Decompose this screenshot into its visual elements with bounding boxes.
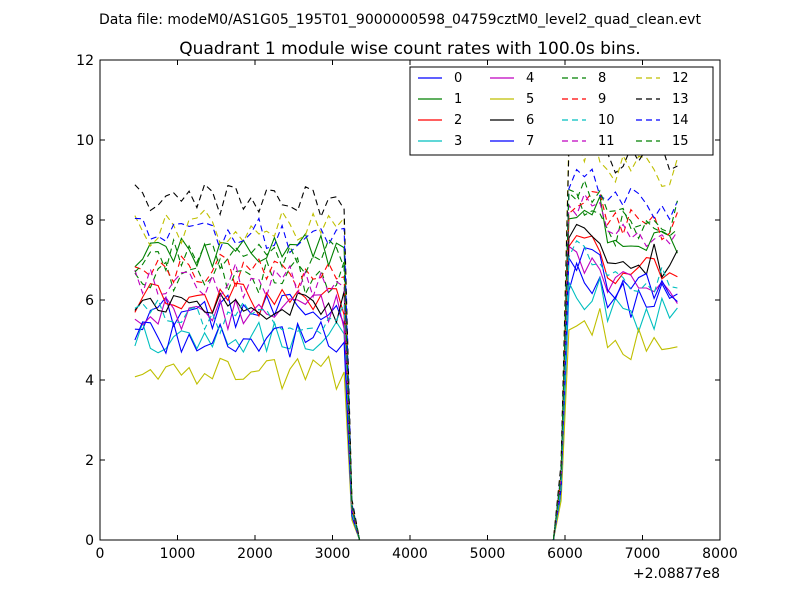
legend-label-3: 3 bbox=[454, 134, 462, 149]
series-line-10 bbox=[134, 239, 678, 541]
series-line-12 bbox=[134, 131, 678, 541]
y-tick-label: 8 bbox=[85, 213, 94, 229]
x-tick-label: 6000 bbox=[547, 546, 583, 562]
suptitle: Data file: modeM0/AS1G05_195T01_90000005… bbox=[99, 12, 701, 28]
x-tick-label: 7000 bbox=[625, 546, 661, 562]
series-line-0 bbox=[134, 261, 678, 541]
y-tick-label: 2 bbox=[85, 453, 94, 469]
series-line-14 bbox=[134, 168, 678, 541]
chart-title: Quadrant 1 module wise count rates with … bbox=[179, 39, 640, 59]
y-tick-label: 4 bbox=[85, 373, 94, 389]
series-line-1 bbox=[134, 194, 678, 541]
x-offset-label: +2.08877e8 bbox=[633, 566, 720, 582]
series-line-15 bbox=[134, 178, 678, 541]
x-tick-label: 5000 bbox=[470, 546, 506, 562]
x-tick-label: 1000 bbox=[160, 546, 196, 562]
legend-label-0: 0 bbox=[454, 71, 462, 86]
legend-label-6: 6 bbox=[526, 113, 534, 128]
y-tick-label: 0 bbox=[85, 533, 94, 549]
legend-label-12: 12 bbox=[672, 71, 689, 86]
y-tick-label: 6 bbox=[85, 293, 94, 309]
legend-label-15: 15 bbox=[672, 134, 689, 149]
series-line-4 bbox=[134, 245, 678, 541]
legend-label-7: 7 bbox=[526, 134, 534, 149]
series-line-5 bbox=[134, 308, 678, 541]
tick-layer: 0 1000 2000 3000 4000 5000 6000 7000 80000246810… bbox=[76, 53, 738, 562]
legend-label-13: 13 bbox=[672, 92, 689, 107]
plot-area: 0 1000 2000 3000 4000 5000 6000 7000 80000246810… bbox=[76, 53, 738, 562]
legend-label-1: 1 bbox=[454, 92, 462, 107]
y-tick-label: 12 bbox=[76, 53, 94, 69]
x-tick-label: 8000 bbox=[702, 546, 738, 562]
legend-label-2: 2 bbox=[454, 113, 462, 128]
series-line-6 bbox=[134, 223, 678, 541]
series-line-3 bbox=[134, 276, 678, 541]
series-line-11 bbox=[134, 192, 678, 541]
series-line-8 bbox=[134, 188, 678, 541]
legend-label-11: 11 bbox=[598, 134, 615, 149]
x-tick-label: 2000 bbox=[237, 546, 273, 562]
legend-label-9: 9 bbox=[598, 92, 606, 107]
legend-label-5: 5 bbox=[526, 92, 534, 107]
series-line-7 bbox=[134, 246, 678, 541]
legend-label-8: 8 bbox=[598, 71, 606, 86]
series-line-2 bbox=[134, 234, 678, 541]
x-tick-label: 4000 bbox=[392, 546, 428, 562]
y-tick-label: 10 bbox=[76, 133, 94, 149]
series-line-13 bbox=[134, 127, 678, 541]
legend-box bbox=[409, 66, 714, 156]
series-layer bbox=[134, 127, 678, 541]
legend-label-14: 14 bbox=[672, 113, 689, 128]
x-tick-label: 0 bbox=[96, 546, 105, 562]
x-tick-label: 3000 bbox=[315, 546, 351, 562]
legend-label-4: 4 bbox=[526, 71, 534, 86]
legend-label-10: 10 bbox=[598, 113, 615, 128]
